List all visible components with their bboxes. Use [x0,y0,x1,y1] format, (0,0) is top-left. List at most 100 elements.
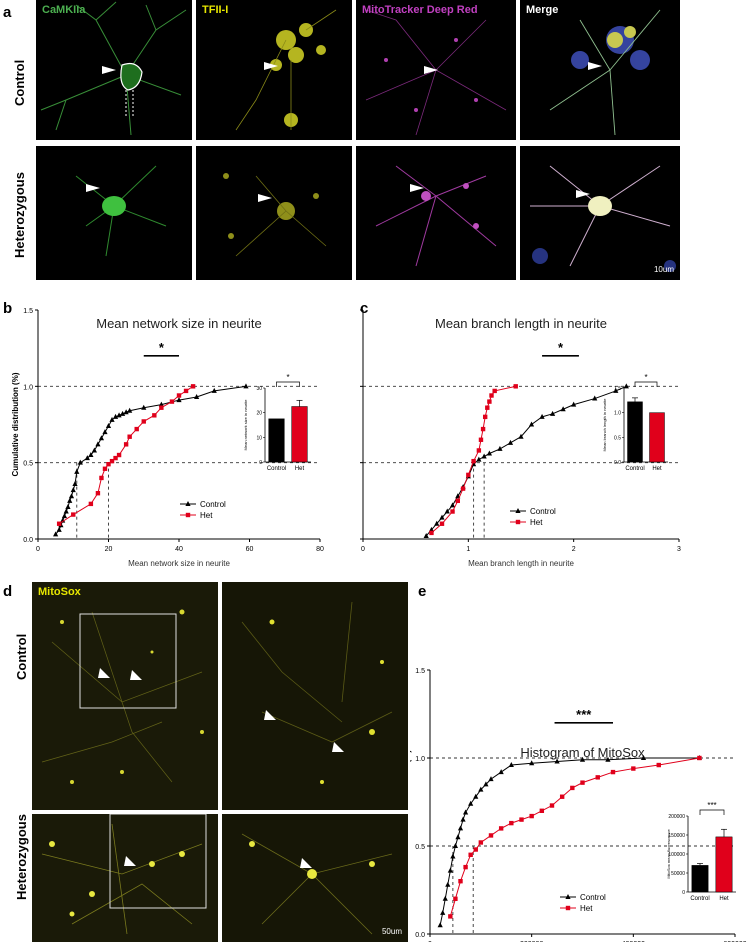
data-point-het [656,762,661,768]
x-tick-label: 20 [105,546,113,553]
inset-y-tick-label: 10 [256,435,262,441]
data-point-control [84,455,90,461]
data-point-het [488,833,494,838]
panel-a-tile-merge-het: 10um [520,146,680,280]
inset-category-label: Control [690,896,709,902]
chart-title: Mean network size in neurite [96,316,261,331]
data-point-het [480,426,486,432]
data-point-control [95,441,101,447]
data-point-het [106,461,111,467]
panel-a-scale-bar: 10um [653,265,674,274]
data-point-control [98,435,105,441]
data-point-het [498,826,504,831]
x-tick-label: 60 [246,546,254,553]
data-point-het [152,413,157,418]
arrowhead-icon [300,858,312,868]
data-point-control [560,406,566,412]
arrowhead-icon [410,184,424,192]
inset-y-tick-label: 30 [256,386,262,392]
y-tick-label: 1.0 [415,756,425,763]
data-point-het [595,775,600,780]
panel-a-tile-camkiia-control: CaMKIIa [36,0,192,140]
column-label-mitotracker: MitoTracker Deep Red [362,4,478,16]
inset-significance-label: *** [707,801,716,810]
panel-b-label: b [3,300,13,317]
data-point-het [549,803,555,808]
legend-label-control: Control [530,507,556,516]
data-point-control [105,423,112,429]
data-point-het [468,852,473,857]
data-point-het [519,817,524,822]
data-point-het [448,914,453,919]
data-point-het [509,820,514,826]
data-point-control [63,508,69,514]
data-point-control [120,410,126,416]
y-tick-label: 0.0 [415,932,425,939]
y-tick-label: 0.0 [23,537,33,544]
data-point-control [70,487,76,493]
data-point-control [478,786,484,792]
x-tick-label: 2 [572,546,576,553]
data-point-het [580,780,585,785]
chart-title: Mean branch length in neurite [435,316,607,331]
legend-label-het: Het [200,511,213,520]
data-point-control [123,409,129,415]
inset-significance-bracket [276,381,300,387]
arrowhead-icon [98,668,110,678]
series-line-het [58,385,194,525]
inset-bar-control [268,418,285,463]
data-point-control [528,421,535,427]
data-point-control [445,881,451,887]
column-label-camkiia: CaMKIIa [42,4,86,16]
inset-y-tick-label: 1.5 [614,386,621,392]
arrowhead-icon [588,62,602,70]
data-point-control [592,395,598,401]
data-point-het [471,458,476,464]
data-point-control [60,517,66,523]
data-point-het [513,384,518,389]
data-point-control [440,909,446,915]
panel-e-label: e [418,583,427,600]
data-point-het [458,879,463,884]
data-point-control [497,445,503,451]
inset-bar-het [715,836,733,893]
legend-marker [515,508,521,513]
inset-y-tick-label: 200000 [668,814,685,820]
data-point-het [478,437,484,442]
data-point-control [460,816,466,822]
merge-image [549,9,661,136]
data-point-het [141,419,146,424]
inset-y-tick-label: 0.5 [614,435,621,441]
data-point-control [449,502,456,508]
chart-c: Mean branch length in neurite * 0 1 2 3 0.0 0.5… [360,309,681,568]
data-point-het [473,847,478,852]
inset-y-tick-label: 100000 [668,852,685,858]
data-point-control [462,809,469,815]
data-point-het [123,442,129,447]
panel-a-tile-camkiia-het [36,146,192,280]
legend-marker [565,905,571,911]
data-point-control [447,867,453,873]
series-line-het [431,385,516,534]
panel-c-label: c [360,300,369,317]
data-point-control [444,508,450,514]
data-point-control [483,781,489,787]
panel-d-tile-het-zoom: 50um [222,814,408,942]
arrowhead-icon [264,710,276,720]
legend-marker [185,512,191,518]
data-point-control [91,447,97,453]
panel-a-row-heterozygous: Heterozygous [12,172,27,258]
data-point-control [442,895,448,901]
data-point-control [554,758,560,764]
data-point-het [697,755,702,761]
arrowhead-icon [264,62,278,70]
arrowhead-icon [86,184,100,192]
data-point-control [539,413,545,419]
data-point-het [439,521,445,526]
y-axis-label: Cumulative distribution (%) [410,750,412,854]
legend-marker [185,501,191,506]
data-point-control [476,456,482,462]
inset-category-label: Het [719,896,729,902]
data-point-control [61,513,68,519]
data-point-het [159,405,164,410]
